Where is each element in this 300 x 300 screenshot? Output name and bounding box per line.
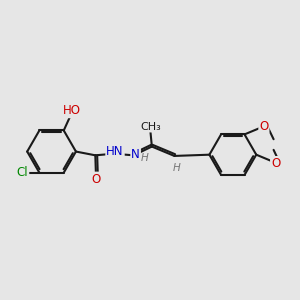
Text: HO: HO <box>63 104 81 117</box>
Text: Cl: Cl <box>17 166 28 179</box>
Text: H: H <box>141 153 149 164</box>
Text: O: O <box>271 157 280 170</box>
Text: N: N <box>131 148 140 160</box>
Text: CH₃: CH₃ <box>140 122 161 132</box>
Text: H: H <box>172 164 180 173</box>
Text: HN: HN <box>106 146 124 158</box>
Text: O: O <box>259 120 268 133</box>
Text: O: O <box>91 172 101 186</box>
